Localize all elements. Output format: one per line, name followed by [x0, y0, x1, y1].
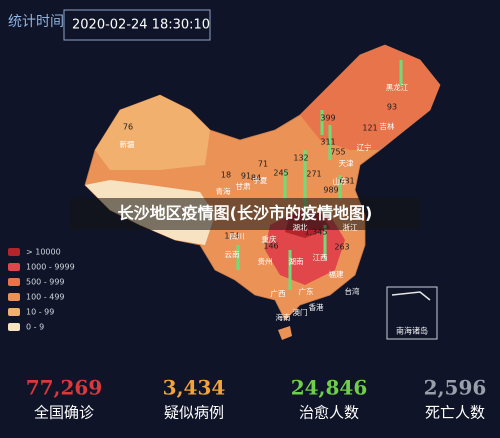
province-count: 245: [273, 169, 288, 178]
province-count: 631: [339, 177, 354, 186]
legend-label: 1000 - 9999: [26, 263, 75, 272]
province-name: 香港: [309, 302, 324, 312]
province-name: 台湾: [345, 286, 360, 296]
legend-swatch: [8, 293, 20, 301]
banner-bg: [70, 198, 420, 230]
province-name: 湖南: [289, 256, 304, 266]
province-count: 755: [330, 148, 345, 157]
time-value: 2020-02-24 18:30:10: [72, 18, 210, 33]
province-name: 吉林: [380, 121, 395, 131]
inset-shape: [391, 291, 431, 301]
inset-label: 南海诸岛: [396, 326, 428, 336]
legend-label: 100 - 499: [26, 293, 65, 302]
legend-label: 10 - 99: [26, 308, 54, 317]
province-name: 海南: [276, 312, 291, 322]
stat-value: 24,846: [291, 376, 368, 400]
legend-swatch: [8, 248, 20, 256]
province-name: 贵州: [258, 256, 273, 266]
stat-label: 治愈人数: [299, 404, 359, 422]
central-region: [300, 45, 440, 150]
province-name: 澳门: [293, 307, 308, 317]
province-name: 黑龙江: [386, 82, 409, 92]
province-count: 263: [334, 243, 349, 252]
province-name: 浙江: [343, 222, 358, 232]
province-count: 174: [224, 232, 239, 241]
province-name: 新疆: [120, 139, 135, 149]
stat-value: 77,269: [26, 376, 103, 400]
province-name: 湖北: [293, 223, 308, 232]
province-count: 132: [293, 154, 308, 163]
stat-label: 疑似病例: [164, 404, 224, 422]
indicator-bars: [236, 60, 403, 290]
legend: > 10000 1000 - 9999 500 - 999 100 - 499 10 -…: [8, 248, 75, 332]
stats: 77,269 全国确诊 3,434 疑似病例 24,846 治愈人数 2,596 死亡人数: [26, 376, 487, 422]
legend-label: > 10000: [26, 248, 61, 257]
province-name: 福建: [329, 269, 344, 279]
hainan: [278, 326, 292, 340]
stat-value: 3,434: [163, 376, 226, 400]
stat-value: 2,596: [424, 376, 487, 400]
province-name: 辽宁: [357, 142, 372, 152]
province-name: 青海: [216, 186, 231, 196]
province-name: 广东: [299, 286, 314, 296]
legend-label: 500 - 999: [26, 278, 65, 287]
province-count: 1,345: [305, 228, 328, 237]
north-region: [95, 95, 210, 170]
province-count: 989: [323, 186, 338, 195]
province-name: 宁夏: [253, 175, 268, 185]
province-count: 121: [362, 124, 377, 133]
stat-label: 全国确诊: [34, 404, 94, 422]
province-count: 84: [251, 174, 261, 183]
province-count: 71: [258, 160, 268, 169]
province-count: 18: [221, 171, 231, 180]
province-name: 重庆: [262, 234, 277, 244]
map: 南海诸岛: [84, 44, 441, 340]
time-label: 统计时间: [8, 14, 64, 30]
legend-label: 0 - 9: [26, 323, 44, 332]
legend-swatch: [8, 308, 20, 316]
legend-swatch: [8, 278, 20, 286]
province-count: 146: [263, 242, 278, 251]
province-count: 311: [320, 138, 335, 147]
banner: 长沙地区疫情图(长沙市的疫情地图): [118, 204, 373, 223]
province-name: 四川: [230, 232, 245, 241]
legend-swatch: [8, 323, 20, 331]
province-count: 399: [320, 114, 335, 123]
province-count: 271: [306, 170, 321, 179]
province-count: 91: [241, 172, 251, 181]
province-name: 天津: [339, 159, 354, 168]
province-name: 江西: [313, 253, 328, 262]
inset-box: [386, 286, 438, 340]
province-name: 云南: [225, 249, 240, 259]
province-count: 93: [387, 103, 397, 112]
province-count: 76: [123, 123, 133, 132]
province-name: 甘肃: [236, 181, 251, 191]
time-box: [63, 9, 211, 41]
legend-swatch: [8, 263, 20, 271]
province-name: 山东: [333, 176, 348, 186]
stat-label: 死亡人数: [425, 404, 485, 422]
province-name: 广西: [271, 288, 286, 298]
